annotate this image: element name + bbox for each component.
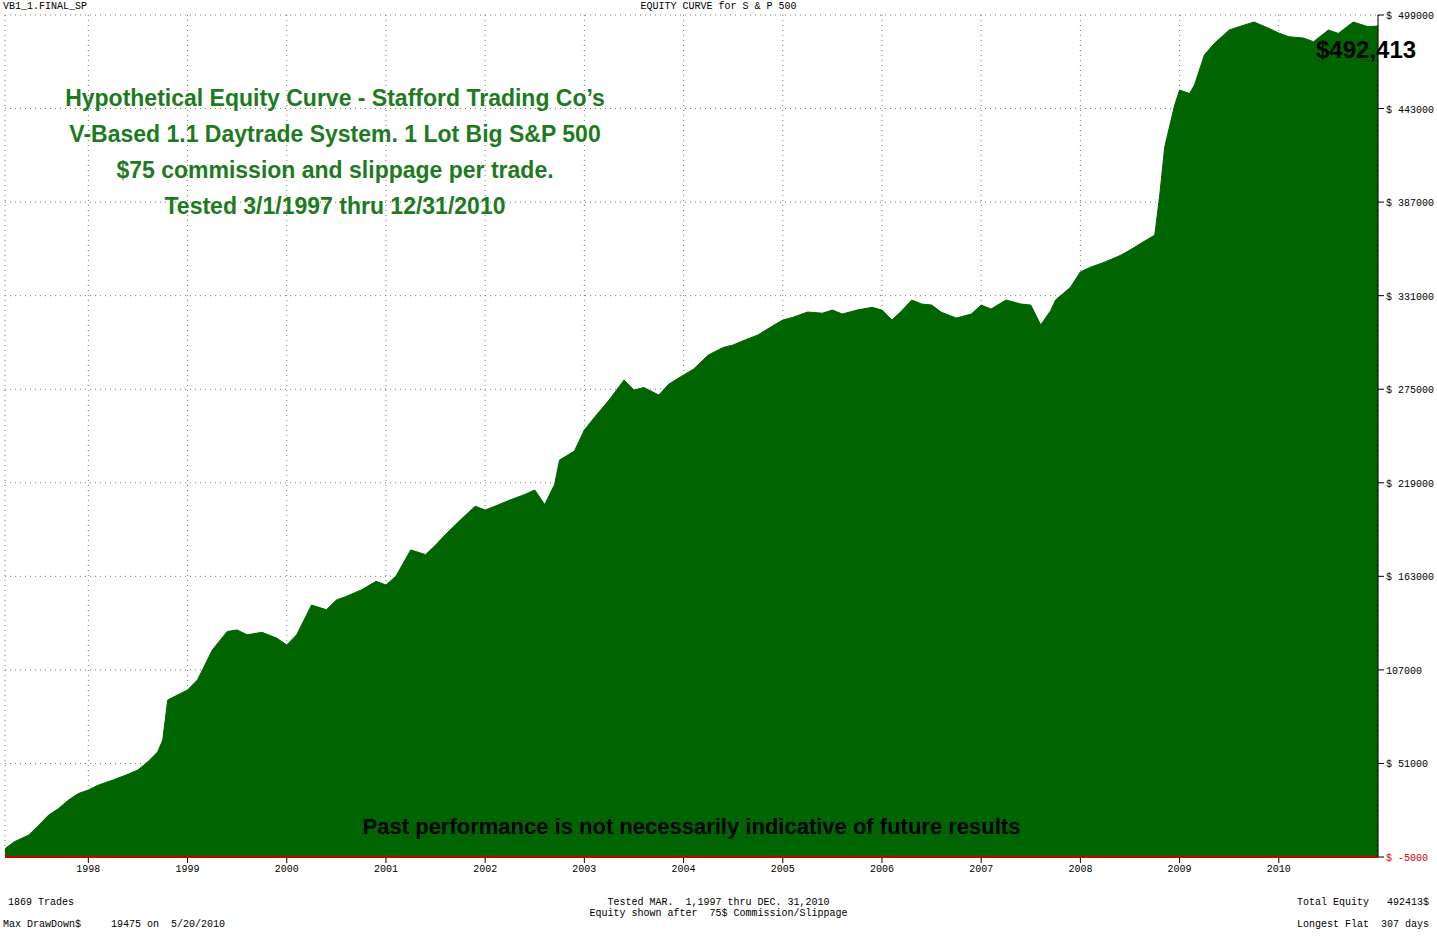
svg-text:2008: 2008 <box>1068 864 1092 875</box>
html-text:1869 Trades: 1869 Trades <box>8 897 74 908</box>
html-text:Equity shown after 75$ Commiss: Equity shown after 75$ Commission/Slippa… <box>589 908 848 919</box>
html-text:Past performance is not necess: Past performance is not necessarily indi… <box>362 814 1021 839</box>
svg-text:$ 443000: $ 443000 <box>1386 105 1429 116</box>
svg-text:1998: 1998 <box>76 864 100 875</box>
svg-text:2009: 2009 <box>1168 864 1192 875</box>
html-text:VB1_1.FINAL_SP: VB1_1.FINAL_SP <box>3 1 87 12</box>
svg-text:2006: 2006 <box>870 864 894 875</box>
svg-text:$ 387000: $ 387000 <box>1386 198 1429 209</box>
svg-text:2004: 2004 <box>672 864 696 875</box>
svg-text:$ 219000: $ 219000 <box>1386 479 1429 490</box>
html-text:V-Based 1.1 Daytrade System. 1: V-Based 1.1 Daytrade System. 1 Lot Big S… <box>69 121 601 147</box>
svg-text:107000: 107000 <box>1386 666 1422 677</box>
svg-text:$ 275000: $ 275000 <box>1386 385 1429 396</box>
html-text:Hypothetical Equity Curve - St: Hypothetical Equity Curve - Stafford Tra… <box>65 85 605 111</box>
svg-text:$ 51000: $ 51000 <box>1386 759 1428 770</box>
svg-text:$ 499000: $ 499000 <box>1386 11 1429 22</box>
svg-text:2010: 2010 <box>1267 864 1291 875</box>
html-text:Tested 3/1/1997 thru 12/31/201: Tested 3/1/1997 thru 12/31/2010 <box>164 193 506 219</box>
svg-text:2003: 2003 <box>572 864 596 875</box>
svg-text:2002: 2002 <box>473 864 497 875</box>
svg-text:1999: 1999 <box>176 864 200 875</box>
html-text:Total Equity 492413$: Total Equity 492413$ <box>1297 897 1429 908</box>
html-text:$492,413: $492,413 <box>1316 36 1417 63</box>
svg-text:$ -5000: $ -5000 <box>1386 853 1428 864</box>
svg-text:2007: 2007 <box>969 864 993 875</box>
html-text:EQUITY CURVE for S & P 500: EQUITY CURVE for S & P 500 <box>640 1 797 12</box>
svg-text:$ 163000: $ 163000 <box>1386 572 1429 583</box>
svg-text:2005: 2005 <box>771 864 795 875</box>
html-text:Max DrawDown$ 19475 on 5/20/20: Max DrawDown$ 19475 on 5/20/2010 <box>3 919 225 930</box>
html-text:Tested MAR. 1,1997 thru DEC. 3: Tested MAR. 1,1997 thru DEC. 31,2010 <box>607 897 830 908</box>
html-text:Longest Flat 307 days: Longest Flat 307 days <box>1297 919 1429 930</box>
svg-text:$ 331000: $ 331000 <box>1386 292 1429 303</box>
svg-text:2001: 2001 <box>374 864 398 875</box>
html-text:$75 commission and slippage pe: $75 commission and slippage per trade. <box>116 157 554 183</box>
svg-text:2000: 2000 <box>275 864 299 875</box>
